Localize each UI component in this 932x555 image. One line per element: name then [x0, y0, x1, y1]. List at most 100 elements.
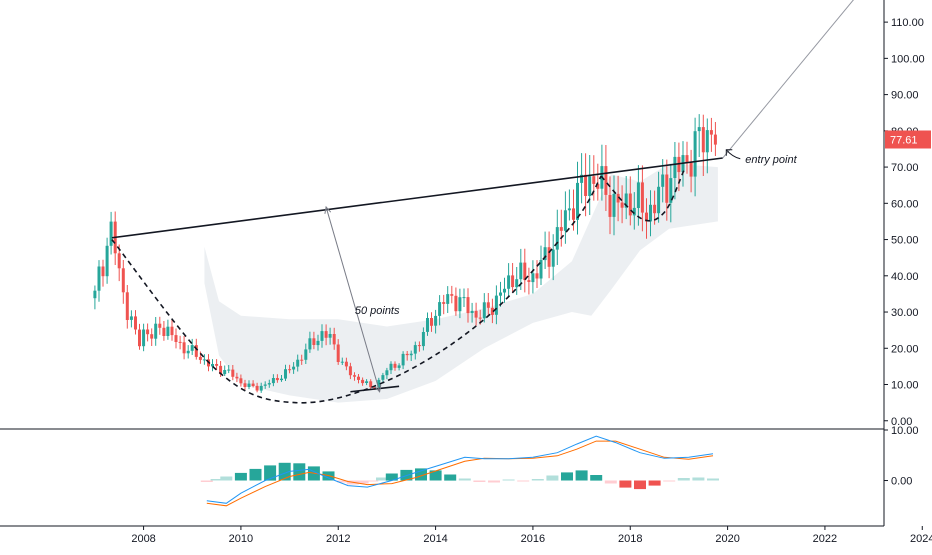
candle[interactable]	[584, 174, 588, 196]
candle[interactable]	[507, 275, 511, 289]
candle[interactable]	[211, 364, 214, 367]
candle[interactable]	[336, 344, 340, 363]
candle[interactable]	[547, 247, 551, 267]
candle[interactable]	[280, 378, 283, 381]
candle[interactable]	[499, 292, 502, 296]
candle[interactable]	[511, 275, 515, 288]
measure-arrow[interactable]	[325, 206, 381, 392]
candle[interactable]	[353, 375, 356, 377]
candle[interactable]	[385, 370, 389, 376]
cup-curve[interactable]	[111, 175, 602, 404]
candle[interactable]	[105, 245, 109, 277]
candle[interactable]	[620, 202, 624, 208]
candle[interactable]	[669, 178, 673, 203]
candle[interactable]	[275, 378, 279, 381]
macd-line[interactable]	[206, 435, 714, 504]
candle[interactable]	[434, 315, 438, 326]
candle[interactable]	[320, 331, 324, 341]
candle[interactable]	[324, 331, 328, 338]
candle[interactable]	[292, 366, 296, 370]
candle[interactable]	[263, 384, 267, 386]
candle[interactable]	[539, 260, 543, 279]
candle[interactable]	[381, 375, 385, 380]
candle[interactable]	[474, 310, 478, 318]
candle[interactable]	[150, 334, 154, 339]
candle[interactable]	[251, 383, 255, 386]
candle[interactable]	[438, 302, 442, 316]
candle[interactable]	[121, 268, 125, 293]
candle[interactable]	[494, 295, 498, 315]
candle[interactable]	[523, 262, 527, 281]
handle-curve[interactable]	[600, 170, 685, 222]
candle[interactable]	[361, 379, 365, 384]
support-segment[interactable]	[350, 385, 400, 393]
candle[interactable]	[559, 227, 563, 231]
candle[interactable]	[93, 290, 97, 299]
candle[interactable]	[328, 334, 332, 338]
candle[interactable]	[154, 323, 158, 339]
candle[interactable]	[231, 369, 235, 377]
candle[interactable]	[661, 174, 665, 187]
candle[interactable]	[308, 338, 312, 350]
candle[interactable]	[657, 186, 661, 214]
drawings-layer[interactable]	[111, 0, 859, 404]
candle[interactable]	[653, 204, 657, 214]
candle[interactable]	[535, 273, 539, 279]
candle[interactable]	[604, 166, 608, 195]
candle[interactable]	[129, 316, 133, 320]
candle[interactable]	[482, 302, 486, 319]
candle[interactable]	[117, 253, 121, 269]
candle[interactable]	[486, 302, 490, 308]
candle[interactable]	[572, 208, 575, 220]
candle[interactable]	[393, 363, 397, 368]
candle[interactable]	[417, 345, 421, 347]
candle[interactable]	[202, 359, 206, 361]
candle[interactable]	[430, 318, 433, 326]
candle[interactable]	[551, 249, 555, 267]
candle[interactable]	[697, 127, 701, 132]
candle[interactable]	[365, 381, 369, 383]
candle[interactable]	[255, 385, 259, 391]
candle[interactable]	[219, 365, 223, 375]
candle[interactable]	[296, 359, 300, 367]
last-price-badge[interactable]	[885, 130, 931, 149]
candle[interactable]	[563, 210, 567, 231]
candle[interactable]	[267, 383, 271, 385]
candle[interactable]	[454, 295, 458, 312]
candle[interactable]	[632, 207, 636, 216]
candle[interactable]	[616, 193, 620, 203]
candle[interactable]	[357, 376, 360, 380]
candle[interactable]	[369, 381, 373, 388]
candle[interactable]	[442, 302, 446, 304]
candle[interactable]	[588, 176, 592, 196]
candle[interactable]	[284, 369, 287, 379]
candle[interactable]	[628, 193, 632, 216]
candle[interactable]	[490, 307, 494, 315]
candle[interactable]	[519, 262, 523, 280]
candle[interactable]	[421, 332, 425, 347]
candle[interactable]	[458, 297, 462, 312]
candle[interactable]	[344, 361, 348, 367]
candle[interactable]	[243, 383, 247, 387]
candle[interactable]	[608, 195, 612, 217]
candle[interactable]	[373, 387, 377, 389]
candle[interactable]	[446, 294, 450, 304]
candle[interactable]	[142, 329, 146, 347]
candle[interactable]	[304, 349, 308, 360]
candle[interactable]	[426, 318, 429, 332]
candle[interactable]	[174, 335, 178, 342]
candle[interactable]	[693, 131, 697, 177]
candle[interactable]	[405, 353, 409, 356]
candle[interactable]	[478, 317, 482, 319]
candle[interactable]	[531, 273, 535, 283]
candle[interactable]	[300, 359, 304, 361]
candle[interactable]	[401, 353, 405, 366]
candle[interactable]	[515, 279, 519, 288]
candle[interactable]	[713, 134, 717, 145]
candle[interactable]	[109, 221, 113, 246]
candle[interactable]	[636, 182, 640, 208]
candle[interactable]	[624, 193, 628, 208]
candle[interactable]	[527, 280, 531, 282]
candle[interactable]	[166, 326, 170, 336]
